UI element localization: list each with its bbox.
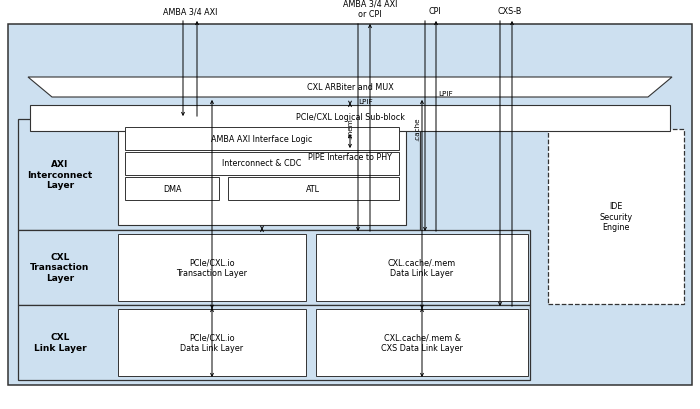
Bar: [548, 129, 684, 304]
Text: LPIF: LPIF: [358, 99, 372, 105]
Text: CXS-B: CXS-B: [498, 7, 522, 16]
Bar: [118, 125, 406, 225]
Text: AMBA 3/4 AXI
or CPI: AMBA 3/4 AXI or CPI: [343, 0, 397, 19]
Text: .cache: .cache: [414, 117, 420, 141]
Bar: [228, 177, 399, 200]
Bar: [18, 230, 530, 305]
Bar: [118, 234, 306, 301]
Text: CXL.cache/.mem
Data Link Layer: CXL.cache/.mem Data Link Layer: [388, 258, 456, 278]
Text: CXL
Transaction
Layer: CXL Transaction Layer: [30, 253, 90, 283]
Bar: [18, 305, 530, 380]
Text: AXI
Interconnect
Layer: AXI Interconnect Layer: [27, 160, 92, 190]
Text: AMBA 3/4 AXI: AMBA 3/4 AXI: [163, 7, 217, 16]
Text: CXL ARBiter and MUX: CXL ARBiter and MUX: [307, 83, 393, 92]
Bar: [118, 309, 306, 376]
Text: PCIe/CXL Logical Sub-block: PCIe/CXL Logical Sub-block: [295, 114, 405, 123]
Bar: [316, 234, 528, 301]
Bar: [125, 152, 399, 175]
Text: DMA: DMA: [162, 184, 181, 193]
Text: PCIe/CXL.io
Transaction Layer: PCIe/CXL.io Transaction Layer: [176, 258, 248, 278]
Bar: [125, 177, 219, 200]
Text: LPIF: LPIF: [438, 91, 453, 97]
Text: ATL: ATL: [306, 184, 320, 193]
Bar: [18, 119, 420, 230]
Bar: [8, 24, 692, 385]
Text: PIPE Interface to PHY: PIPE Interface to PHY: [308, 153, 392, 162]
Text: CXL.cache/.mem &
CXS Data Link Layer: CXL.cache/.mem & CXS Data Link Layer: [381, 333, 463, 353]
Polygon shape: [28, 77, 672, 97]
Bar: [125, 127, 399, 150]
Text: IDE
Security
Engine: IDE Security Engine: [599, 202, 633, 232]
Text: CPI: CPI: [428, 7, 441, 16]
Text: PCIe/CXL.io
Data Link Layer: PCIe/CXL.io Data Link Layer: [181, 333, 244, 353]
Bar: [30, 105, 670, 131]
Bar: [316, 309, 528, 376]
Text: AMBA AXI Interface Logic: AMBA AXI Interface Logic: [211, 135, 313, 144]
Text: Interconnect & CDC: Interconnect & CDC: [223, 160, 302, 169]
Text: .mem: .mem: [347, 119, 353, 139]
Text: CXL
Link Layer: CXL Link Layer: [34, 333, 86, 353]
